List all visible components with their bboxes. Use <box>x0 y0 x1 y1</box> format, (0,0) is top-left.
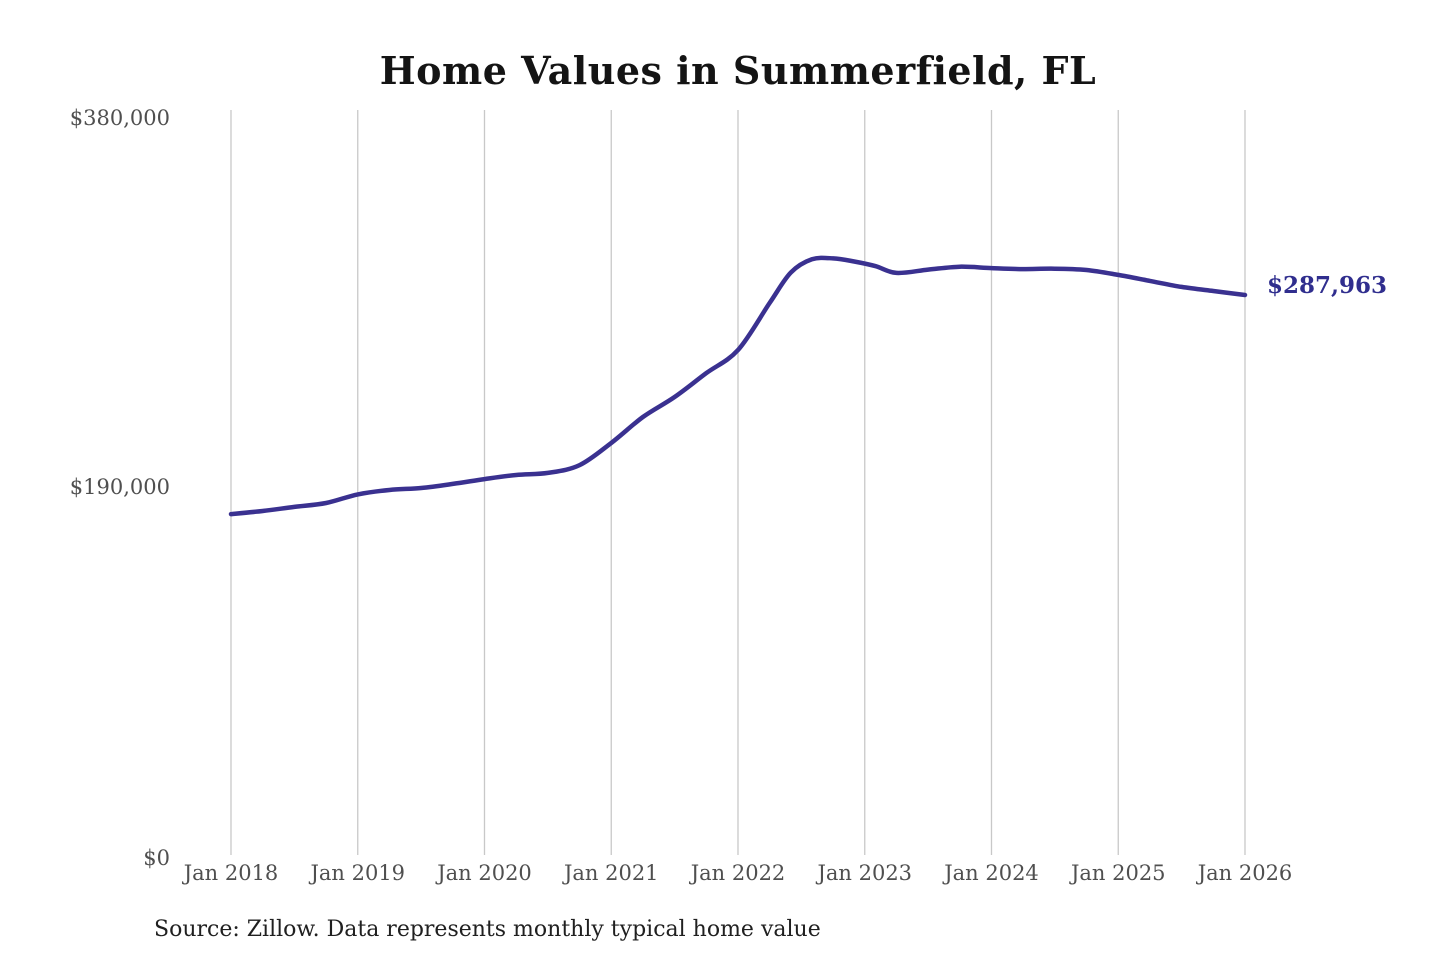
x-axis-tick-label: Jan 2024 <box>942 861 1039 885</box>
x-axis-tick-label: Jan 2018 <box>182 861 279 885</box>
y-axis-tick-label-190000: $190,000 <box>69 475 170 499</box>
x-axis-tick-label: Jan 2025 <box>1069 861 1166 885</box>
y-axis-tick-label-0: $0 <box>143 846 170 870</box>
x-axis-tick-label: Jan 2023 <box>815 861 912 885</box>
x-axis-tick-label: Jan 2021 <box>562 861 659 885</box>
home-value-series-line <box>228 255 1248 517</box>
x-axis-tick-label: Jan 2022 <box>689 861 786 885</box>
y-axis-tick-label-380000: $380,000 <box>69 106 170 130</box>
x-axis-tick-label: Jan 2026 <box>1196 861 1293 885</box>
x-axis-tick-label: Jan 2020 <box>435 861 532 885</box>
chart-title: Home Values in Summerfield, FL <box>379 48 1097 93</box>
x-axis-tick-label: Jan 2019 <box>308 861 405 885</box>
source-note: Source: Zillow. Data represents monthly … <box>154 917 821 942</box>
latest-value-label: $287,963 <box>1267 272 1388 299</box>
